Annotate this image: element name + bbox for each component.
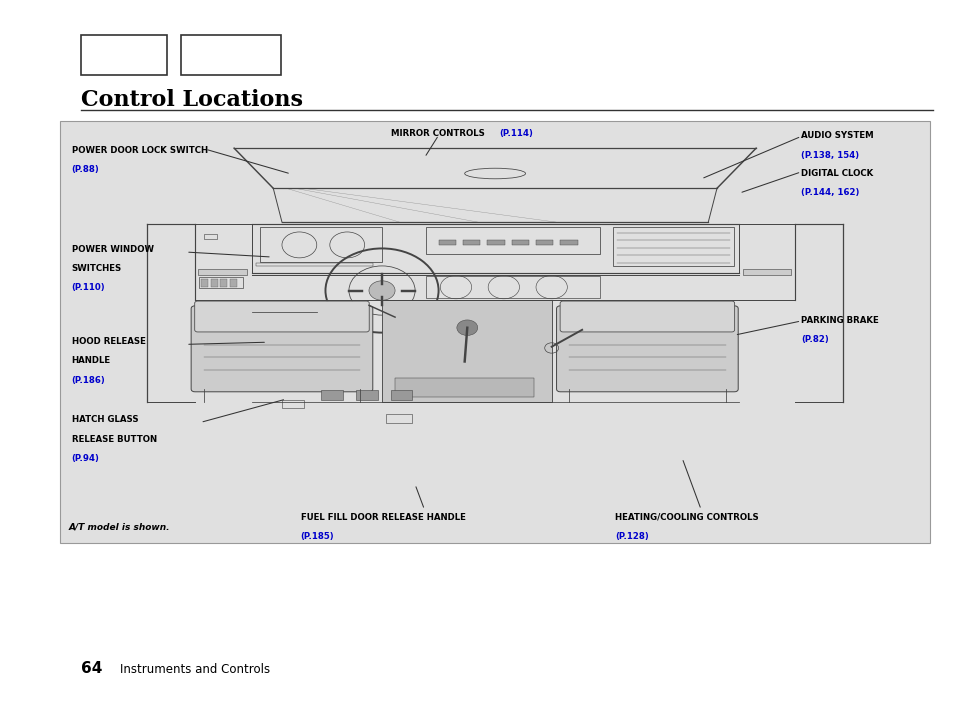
Text: MIRROR CONTROLS: MIRROR CONTROLS — [391, 129, 491, 138]
Bar — [260, 227, 381, 262]
Text: SWITCHES: SWITCHES — [71, 264, 122, 273]
Text: (P.186): (P.186) — [71, 376, 105, 385]
Bar — [438, 240, 456, 246]
Text: HATCH GLASS: HATCH GLASS — [71, 415, 138, 425]
Bar — [612, 227, 734, 266]
Text: A/T model is shown.: A/T model is shown. — [69, 522, 170, 531]
Text: RELEASE BUTTON: RELEASE BUTTON — [71, 435, 156, 444]
Bar — [321, 390, 342, 400]
Text: HOOD RELEASE: HOOD RELEASE — [71, 337, 145, 346]
Bar — [536, 240, 553, 246]
FancyBboxPatch shape — [559, 301, 734, 332]
Bar — [425, 227, 598, 253]
Text: POWER DOOR LOCK SWITCH: POWER DOOR LOCK SWITCH — [71, 146, 208, 155]
Text: Instruments and Controls: Instruments and Controls — [120, 663, 270, 676]
Bar — [201, 279, 208, 287]
Text: (P.88): (P.88) — [71, 165, 99, 174]
Bar — [60, 121, 929, 543]
Text: HANDLE: HANDLE — [71, 356, 111, 366]
Bar — [199, 277, 243, 288]
Bar — [381, 300, 551, 402]
Text: 64: 64 — [81, 661, 102, 676]
Bar — [181, 36, 281, 75]
Bar — [282, 400, 303, 408]
Text: (P.144, 162): (P.144, 162) — [801, 188, 859, 197]
Text: Control Locations: Control Locations — [81, 89, 303, 111]
Text: HEATING/COOLING CONTROLS: HEATING/COOLING CONTROLS — [615, 513, 759, 522]
Bar — [487, 240, 504, 246]
Circle shape — [456, 320, 477, 335]
Bar — [456, 300, 534, 312]
Circle shape — [369, 281, 395, 300]
FancyBboxPatch shape — [556, 306, 738, 392]
Bar — [203, 234, 216, 239]
Bar — [81, 36, 167, 75]
Bar — [197, 268, 247, 275]
Text: (P.185): (P.185) — [300, 532, 334, 541]
FancyBboxPatch shape — [194, 301, 369, 332]
Text: (P.82): (P.82) — [801, 335, 828, 344]
Text: PARKING BRAKE: PARKING BRAKE — [801, 316, 878, 325]
Bar — [220, 279, 227, 287]
Bar — [255, 263, 373, 266]
Bar — [386, 415, 412, 422]
Bar — [355, 390, 377, 400]
Bar — [742, 268, 790, 275]
Text: AUDIO SYSTEM: AUDIO SYSTEM — [801, 131, 873, 141]
Bar — [511, 240, 529, 246]
Text: POWER WINDOW: POWER WINDOW — [71, 245, 153, 254]
Text: DIGITAL CLOCK: DIGITAL CLOCK — [801, 169, 873, 178]
Text: FUEL FILL DOOR RELEASE HANDLE: FUEL FILL DOOR RELEASE HANDLE — [300, 513, 465, 522]
Bar — [462, 240, 479, 246]
Text: (P.114): (P.114) — [498, 129, 533, 138]
Bar — [230, 279, 236, 287]
Bar — [395, 378, 534, 398]
Text: (P.110): (P.110) — [71, 283, 105, 293]
Text: (P.128): (P.128) — [615, 532, 648, 541]
Text: (P.94): (P.94) — [71, 454, 99, 463]
Bar — [247, 307, 252, 317]
Bar — [391, 390, 412, 400]
Bar — [211, 279, 217, 287]
Bar — [559, 240, 578, 246]
Text: (P.138, 154): (P.138, 154) — [801, 151, 859, 160]
FancyBboxPatch shape — [191, 306, 373, 392]
Bar — [425, 276, 598, 298]
